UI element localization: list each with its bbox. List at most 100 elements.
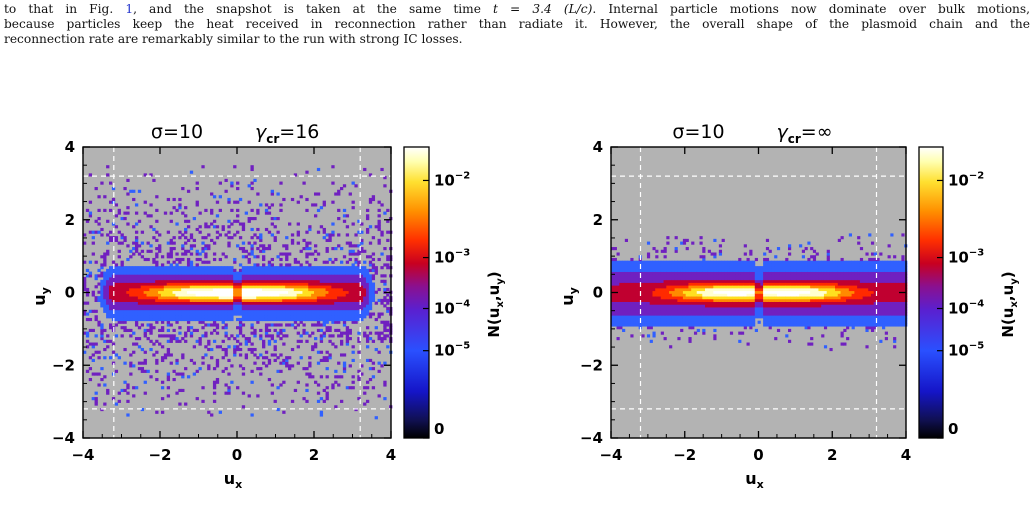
heatmap-cell: [724, 287, 728, 292]
heatmap-cell: [688, 274, 692, 278]
heatmap-cell: [276, 287, 280, 292]
heatmap-cell: [238, 317, 243, 322]
heatmap-cell: [732, 263, 736, 267]
heatmap-cell: [331, 304, 335, 308]
heatmap-cell: [181, 287, 185, 292]
heatmap-cell: [644, 323, 648, 327]
heatmap-cell: [644, 277, 648, 281]
heatmap-cell: [322, 293, 326, 297]
heatmap-cell: [149, 293, 153, 297]
heatmap-cell: [253, 315, 257, 319]
heatmap-cell: [143, 315, 147, 319]
heatmap-cell: [649, 339, 653, 343]
heatmap-cell: [204, 271, 208, 275]
heatmap-cell: [705, 309, 709, 313]
heatmap-cell: [126, 178, 130, 182]
heatmap-cell: [386, 230, 390, 234]
heatmap-cell: [195, 252, 199, 256]
heatmap-cell: [114, 236, 119, 240]
heatmap-cell: [250, 304, 254, 308]
heatmap-cell: [360, 271, 364, 275]
heatmap-cell: [693, 260, 698, 264]
heatmap-cell: [129, 315, 133, 319]
heatmap-cell: [189, 301, 194, 305]
heatmap-cell: [279, 315, 283, 319]
heatmap-cell: [311, 290, 315, 294]
heatmap-cell: [175, 268, 179, 272]
heatmap-cell: [94, 285, 98, 289]
heatmap-cell: [619, 263, 623, 267]
heatmap-cell: [267, 361, 272, 365]
heatmap-cell: [160, 293, 165, 297]
heatmap-cell: [354, 298, 358, 302]
heatmap-cell: [671, 296, 676, 300]
heatmap-cell: [785, 312, 789, 316]
heatmap-cell: [305, 241, 309, 245]
heatmap-cell: [652, 317, 656, 322]
heatmap-cell: [337, 233, 341, 237]
heatmap-cell: [688, 320, 692, 324]
heatmap-cell: [337, 304, 341, 308]
heatmap-cell: [250, 247, 254, 251]
heatmap-cell: [195, 339, 199, 343]
heatmap-cell: [293, 293, 298, 297]
heatmap-cell: [247, 257, 251, 262]
heatmap-cell: [351, 277, 355, 281]
heatmap-cell: [322, 266, 326, 270]
heatmap-cell: [160, 285, 165, 289]
heatmap-cell: [671, 293, 676, 297]
heatmap-cell: [305, 268, 309, 272]
heatmap-cell: [140, 282, 145, 286]
heatmap-cell: [638, 323, 642, 327]
heatmap-cell: [760, 290, 764, 294]
heatmap-cell: [256, 301, 260, 305]
heatmap-cell: [339, 312, 344, 316]
heatmap-cell: [713, 260, 717, 264]
heatmap-cell: [259, 282, 263, 286]
figure-ref-link[interactable]: 1: [125, 2, 134, 16]
heatmap-cell: [339, 287, 344, 292]
heatmap-cell: [126, 222, 130, 226]
heatmap-cell: [270, 391, 274, 395]
heatmap-cell: [224, 274, 228, 278]
heatmap-cell: [152, 312, 156, 316]
heatmap-cell: [276, 230, 280, 234]
heatmap-cell: [137, 266, 142, 270]
heatmap-cell: [740, 279, 745, 283]
heatmap-cell: [270, 334, 274, 338]
heatmap-cell: [682, 279, 687, 283]
heatmap-cell: [126, 257, 130, 262]
heatmap-cell: [175, 320, 179, 324]
heatmap-cell: [296, 323, 300, 327]
heatmap-cell: [768, 274, 772, 278]
heatmap-cell: [204, 282, 208, 286]
heatmap-cell: [316, 320, 321, 324]
heatmap-cell: [627, 290, 631, 294]
heatmap-cell: [143, 304, 147, 308]
heatmap-cell: [788, 298, 792, 302]
heatmap-cell: [169, 279, 173, 283]
heatmap-cell: [788, 277, 792, 281]
heatmap-cell: [685, 298, 689, 302]
heatmap-cell: [100, 377, 104, 382]
heatmap-cell: [339, 399, 344, 403]
heatmap-cell: [738, 315, 742, 319]
heatmap-cell: [337, 375, 341, 379]
heatmap-cell: [163, 317, 168, 322]
heatmap-cell: [774, 274, 778, 278]
heatmap-cell: [337, 271, 341, 275]
heatmap-cell: [691, 266, 695, 270]
heatmap-cell: [316, 298, 321, 302]
heatmap-cell: [270, 282, 274, 286]
heatmap-cell: [779, 320, 783, 324]
heatmap-cell: [738, 290, 742, 294]
heatmap-cell: [140, 304, 145, 308]
heatmap-cell: [377, 337, 381, 341]
heatmap-cell: [262, 279, 266, 283]
heatmap-cell: [754, 279, 758, 283]
heatmap-cell: [94, 350, 98, 354]
heatmap-cell: [241, 315, 246, 319]
heatmap-cell: [137, 298, 142, 302]
heatmap-cell: [337, 244, 341, 248]
heatmap-cell: [380, 266, 384, 270]
